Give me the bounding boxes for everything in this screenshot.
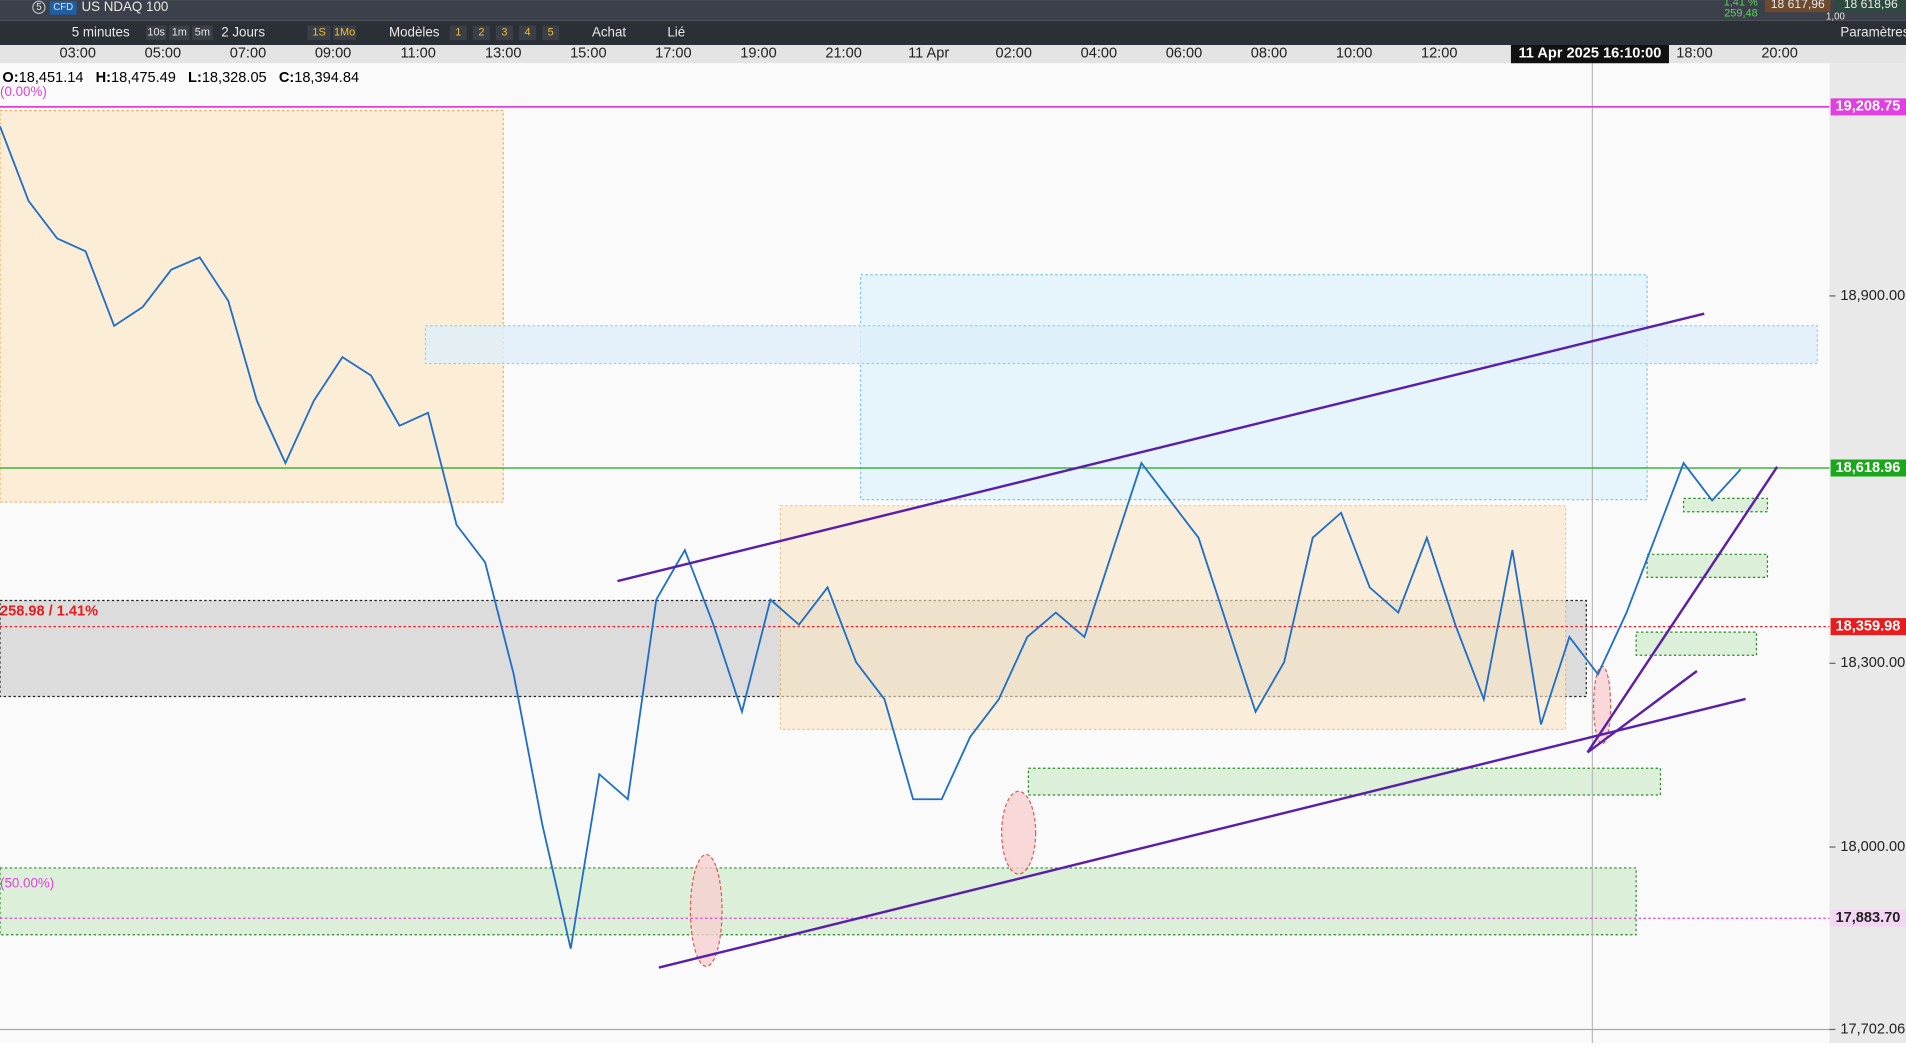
price-label-box [1830, 909, 1906, 927]
range-btn-text: 1Mo [334, 27, 355, 39]
zone [1682, 497, 1769, 513]
slot-btn-text: 2 [478, 27, 484, 39]
time-label: 20:00 [1761, 45, 1797, 61]
crosshair-time: 11 Apr 2025 16:10:00 [1518, 45, 1661, 61]
slot-btn[interactable] [519, 25, 537, 41]
y-tick-label: 17,702.06 [1840, 1021, 1905, 1037]
time-label: 05:00 [145, 45, 181, 61]
time-axis [0, 45, 1906, 64]
bid-box[interactable] [1764, 0, 1831, 13]
slot-btn-text: 5 [548, 27, 554, 39]
zone [1646, 553, 1769, 579]
ohlc: O:18,451.14 H:18,475.49 L:18,328.05 C:18,39… [2, 70, 359, 86]
linked[interactable]: Lié [667, 24, 685, 39]
price-label: 18,359.98 [1835, 618, 1900, 634]
interval[interactable]: 5 minutes [72, 24, 130, 39]
range-btn-text: 1S [312, 27, 325, 39]
time-label: 15:00 [570, 45, 606, 61]
time-label: 02:00 [996, 45, 1032, 61]
zone [0, 110, 504, 503]
range[interactable]: 2 Jours [221, 24, 265, 39]
highlights [689, 665, 1612, 968]
cfd: CFD [53, 2, 73, 13]
time-label: 21:00 [825, 45, 861, 61]
cfd-tag [49, 1, 77, 15]
time-label: 07:00 [230, 45, 266, 61]
time-label: 08:00 [1251, 45, 1287, 61]
price-series [0, 125, 1742, 949]
slot-btn[interactable] [449, 25, 467, 41]
y-tick-label: 18,000.00 [1840, 839, 1905, 855]
slot-btn-text: 3 [501, 27, 507, 39]
interval-btn-text: 1m [172, 27, 187, 39]
change-pct: 1,41 % [1724, 0, 1758, 8]
change-pts: 259,48 [1724, 7, 1757, 19]
time-label: 13:00 [485, 45, 521, 61]
slot-btn[interactable] [542, 25, 560, 41]
time-label: 03:00 [60, 45, 96, 61]
price-label-box [1830, 459, 1906, 477]
slot-btn[interactable] [472, 25, 490, 41]
price-label: 19,208.75 [1835, 99, 1900, 115]
ask: 18 618,96 [1844, 0, 1898, 11]
templates[interactable]: Modèles [389, 24, 440, 39]
interval-btn-text: 10s [147, 27, 165, 39]
y-tick-label: 18,300.00 [1840, 655, 1905, 671]
interval-btn[interactable] [192, 25, 213, 41]
range-btn[interactable] [333, 25, 357, 41]
slot-btn[interactable] [495, 25, 513, 41]
price-axis [1829, 63, 1906, 1043]
time-label: 19:00 [740, 45, 776, 61]
range-btn[interactable] [307, 25, 331, 41]
zone [779, 505, 1567, 730]
price-label: 17,883.70 [1835, 910, 1900, 926]
time-label: 04:00 [1081, 45, 1117, 61]
slot-btn-text: 4 [525, 27, 531, 39]
time-label: 06:00 [1166, 45, 1202, 61]
ask-box[interactable] [1835, 0, 1906, 13]
settings[interactable]: Paramètres [1840, 24, 1906, 39]
zone [860, 274, 1648, 501]
buy[interactable]: Achat [592, 24, 626, 39]
zone [1027, 767, 1662, 796]
time-label: 12:00 [1421, 45, 1457, 61]
badge [32, 0, 46, 15]
interval-btn[interactable] [168, 25, 190, 41]
fib-mid: (50.00%) [0, 875, 54, 890]
price-label-box [1830, 618, 1906, 636]
price-label-box [1830, 98, 1906, 116]
zone [424, 325, 1818, 365]
time-label: 09:00 [315, 45, 351, 61]
change-label: 258.98 / 1.41% [0, 603, 98, 619]
interval-btn[interactable] [145, 25, 167, 41]
bid: 18 617,96 [1771, 0, 1825, 11]
zone [1635, 631, 1758, 656]
fib-top: (0.00%) [0, 84, 47, 99]
toolbar [0, 20, 1906, 45]
instrument[interactable]: US NDAQ 100 [81, 0, 168, 14]
time-label: 11:00 [400, 45, 435, 61]
trend-lines [617, 312, 1779, 969]
spread: 1,00 [1826, 12, 1846, 23]
time-label: 11 Apr [908, 45, 949, 61]
y-tick-label: 18,900.00 [1840, 288, 1905, 304]
top-bar [0, 0, 1906, 21]
interval-btn-text: 5m [195, 27, 210, 39]
time-label: 10:00 [1336, 45, 1372, 61]
zone [0, 867, 1637, 936]
time-label: 18:00 [1676, 45, 1712, 61]
slot-btn-text: 1 [455, 27, 461, 39]
time-label: 17:00 [655, 45, 691, 61]
crosshair-time-box [1510, 45, 1669, 64]
price-label: 18,618.96 [1835, 460, 1900, 476]
badge-text: 5 [36, 2, 41, 13]
